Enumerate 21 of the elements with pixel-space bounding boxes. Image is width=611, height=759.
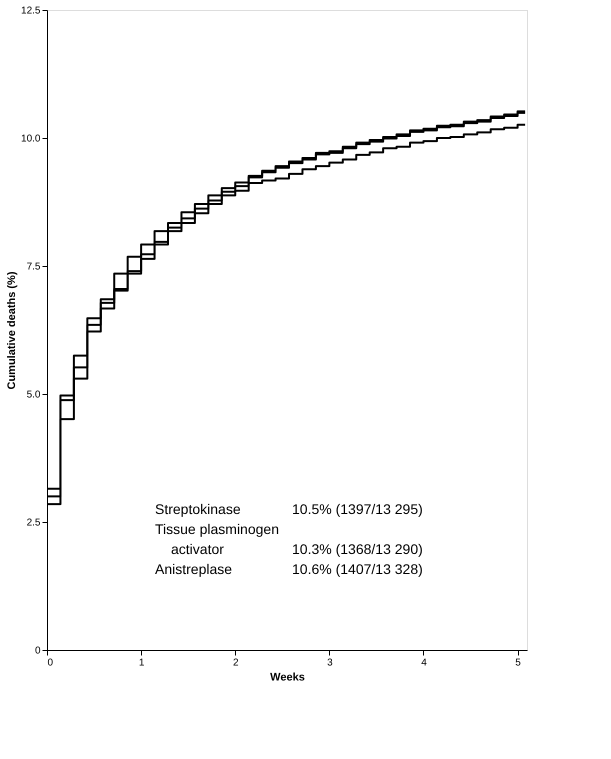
y-axis-title: Cumulative deaths (%) [6, 271, 18, 390]
annotation: activator [171, 541, 224, 557]
annotation: Streptokinase [155, 501, 241, 517]
y-tick-label: 5.0 [26, 390, 41, 400]
y-tick-label: 2.5 [26, 518, 41, 528]
x-tick-label: 2 [232, 658, 239, 668]
x-tick-label: 5 [515, 658, 522, 668]
x-tick-label: 4 [421, 658, 428, 668]
y-tick-label: 12.5 [21, 6, 41, 16]
x-tick-label: 0 [48, 658, 54, 668]
annotation: Anistreplase [155, 561, 232, 577]
y-tick-label: 10.0 [21, 134, 41, 144]
annotation: 10.5% (1397/13 295) [292, 501, 423, 517]
y-tick-label: 0 [34, 646, 41, 656]
annotation: 10.3% (1368/13 290) [292, 541, 423, 557]
x-tick-label: 3 [327, 658, 334, 668]
y-tick-label: 7.5 [26, 262, 41, 272]
annotation: 10.6% (1407/13 328) [292, 561, 423, 577]
x-axis-title: Weeks [270, 672, 305, 684]
x-tick-label: 1 [138, 658, 145, 668]
annotation: Tissue plasminogen [155, 521, 279, 537]
